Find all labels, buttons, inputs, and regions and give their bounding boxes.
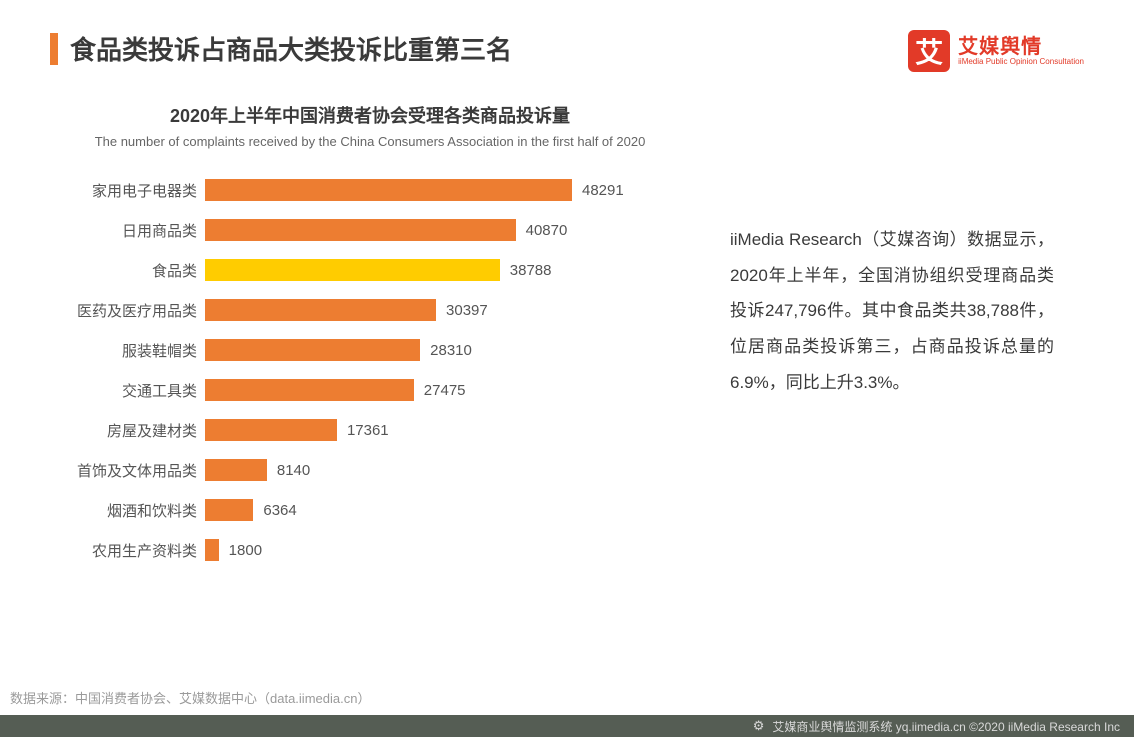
bar-fill xyxy=(205,339,420,361)
bar-fill xyxy=(205,219,516,241)
bar-label: 医药及医疗用品类 xyxy=(50,300,205,321)
bar-row: 日用商品类 40870 xyxy=(50,217,690,243)
footer-bar: ⚙ 艾媒商业舆情监测系统 yq.iimedia.cn ©2020 iiMedia… xyxy=(0,715,1134,737)
bar-value: 6364 xyxy=(253,502,296,519)
bar-row: 食品类 38788 xyxy=(50,257,690,283)
bar-row: 交通工具类 27475 xyxy=(50,377,690,403)
bar-fill xyxy=(205,459,267,481)
chart-title-cn: 2020年上半年中国消费者协会受理各类商品投诉量 xyxy=(50,102,690,128)
bar-row: 服装鞋帽类 28310 xyxy=(50,337,690,363)
bar-row: 家用电子电器类 48291 xyxy=(50,177,690,203)
bar-label: 交通工具类 xyxy=(50,380,205,401)
bar-label: 家用电子电器类 xyxy=(50,180,205,201)
gear-icon: ⚙ xyxy=(753,718,765,734)
description-text: iiMedia Research（艾媒咨询）数据显示，2020年上半年，全国消协… xyxy=(690,102,1084,400)
bar-value: 48291 xyxy=(572,182,624,199)
logo-text: 艾媒舆情 iiMedia Public Opinion Consultation xyxy=(958,36,1084,67)
chart-section: 2020年上半年中国消费者协会受理各类商品投诉量 The number of c… xyxy=(0,72,1134,563)
bar-value: 38788 xyxy=(500,262,552,279)
chart-title-en: The number of complaints received by the… xyxy=(50,134,690,149)
bar-fill xyxy=(205,299,436,321)
bar-row: 医药及医疗用品类 30397 xyxy=(50,297,690,323)
bar-fill xyxy=(205,259,500,281)
logo-icon: 艾 xyxy=(908,30,950,72)
bar-fill xyxy=(205,419,337,441)
bar-fill xyxy=(205,499,253,521)
chart-area: 2020年上半年中国消费者协会受理各类商品投诉量 The number of c… xyxy=(50,102,690,563)
bar-value: 1800 xyxy=(219,542,262,559)
bar-fill xyxy=(205,539,219,561)
bar-label: 农用生产资料类 xyxy=(50,540,205,561)
bar-label: 日用商品类 xyxy=(50,220,205,241)
logo-cn: 艾媒舆情 xyxy=(958,36,1084,58)
header: 食品类投诉占商品大类投诉比重第三名 艾 艾媒舆情 iiMedia Public … xyxy=(0,0,1134,72)
bar-label: 服装鞋帽类 xyxy=(50,340,205,361)
bar-label: 烟酒和饮料类 xyxy=(50,500,205,521)
bar-fill xyxy=(205,179,572,201)
logo-en: iiMedia Public Opinion Consultation xyxy=(958,58,1084,67)
bar-value: 8140 xyxy=(267,462,310,479)
title-accent-bar xyxy=(50,33,58,65)
bar-chart: 家用电子电器类 48291 日用商品类 40870 食品类 38788 医药及医疗用品类 30… xyxy=(50,177,690,563)
bar-row: 烟酒和饮料类 6364 xyxy=(50,497,690,523)
footer-text: 艾媒商业舆情监测系统 yq.iimedia.cn ©2020 iiMedia R… xyxy=(772,718,1120,735)
bar-value: 27475 xyxy=(414,382,466,399)
brand-logo: 艾 艾媒舆情 iiMedia Public Opinion Consultati… xyxy=(908,30,1084,72)
bar-label: 食品类 xyxy=(50,260,205,281)
bar-label: 房屋及建材类 xyxy=(50,420,205,441)
bar-fill xyxy=(205,379,414,401)
title-block: 食品类投诉占商品大类投诉比重第三名 xyxy=(50,30,512,67)
data-source-line: 数据来源：中国消费者协会、艾媒数据中心（data.iimedia.cn） xyxy=(0,688,370,707)
bar-row: 农用生产资料类 1800 xyxy=(50,537,690,563)
bar-row: 房屋及建材类 17361 xyxy=(50,417,690,443)
page-title: 食品类投诉占商品大类投诉比重第三名 xyxy=(70,30,512,67)
bar-label: 首饰及文体用品类 xyxy=(50,460,205,481)
bar-row: 首饰及文体用品类 8140 xyxy=(50,457,690,483)
bar-value: 30397 xyxy=(436,302,488,319)
bar-value: 17361 xyxy=(337,422,389,439)
bar-value: 40870 xyxy=(516,222,568,239)
bar-value: 28310 xyxy=(420,342,472,359)
